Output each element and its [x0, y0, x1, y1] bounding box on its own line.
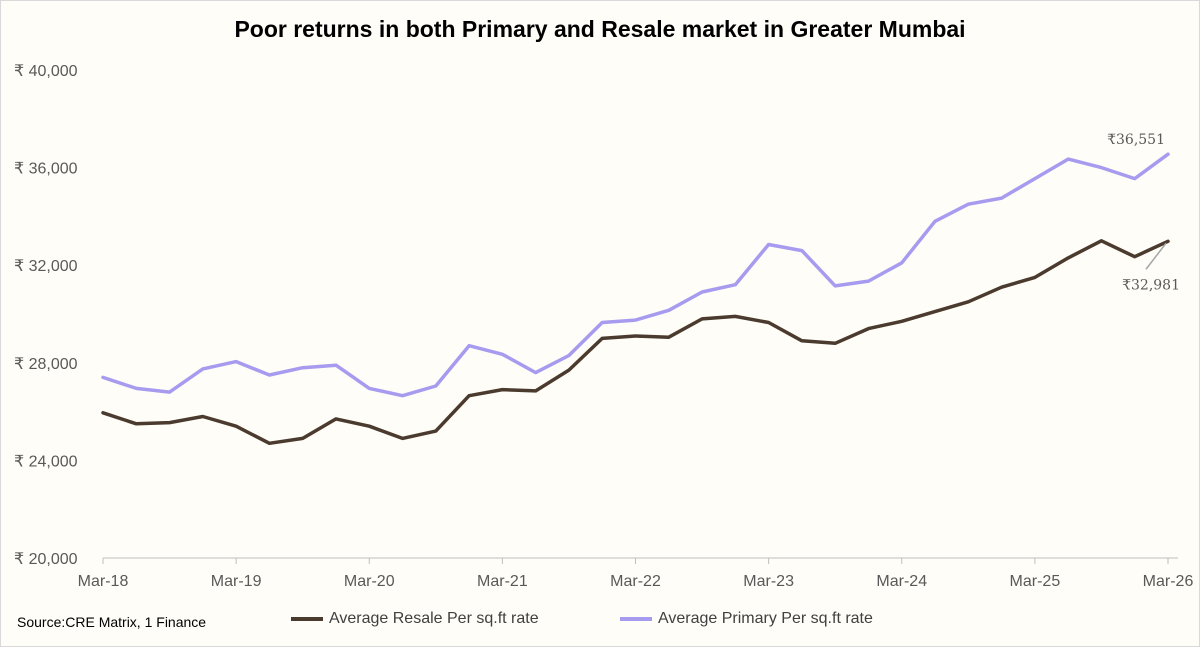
x-tick-label: Mar-18: [78, 573, 129, 590]
y-tick-label: ₹ 20,000: [14, 551, 78, 568]
series-line-primary: [101, 152, 1170, 398]
data-label-primary-end: ₹36,551: [1107, 132, 1165, 148]
x-tick-label: Mar-23: [743, 573, 794, 590]
chart-title: Poor returns in both Primary and Resale …: [234, 16, 966, 42]
x-tick-label: Mar-24: [876, 573, 927, 590]
x-tick-label: Mar-25: [1010, 573, 1061, 590]
legend-item-resale: Average Resale Per sq.ft rate: [291, 608, 539, 630]
legend-swatch-resale: [291, 617, 323, 621]
y-tick-label: ₹ 32,000: [14, 258, 78, 275]
legend-label-resale: Average Resale Per sq.ft rate: [329, 610, 539, 627]
x-tick-label: Mar-20: [344, 573, 395, 590]
data-label-resale-end: ₹32,981: [1122, 277, 1180, 293]
legend-item-primary: Average Primary Per sq.ft rate: [620, 608, 873, 630]
series-line-resale: [101, 239, 1170, 446]
x-tick-label: Mar-19: [211, 573, 262, 590]
legend-label-primary: Average Primary Per sq.ft rate: [658, 610, 873, 627]
x-tick-label: Mar-22: [610, 573, 661, 590]
y-tick-label: ₹ 28,000: [14, 356, 78, 373]
x-tick-label: Mar-26: [1143, 573, 1194, 590]
legend-swatch-primary: [620, 617, 652, 621]
y-tick-label: ₹ 36,000: [14, 161, 78, 178]
source-note: Source:CRE Matrix, 1 Finance: [17, 614, 207, 630]
x-tick-label: Mar-21: [477, 573, 528, 590]
y-tick-label: ₹ 24,000: [14, 453, 78, 470]
y-tick-label: ₹ 40,000: [14, 63, 78, 80]
data-label-leader-resale: [1145, 242, 1167, 270]
